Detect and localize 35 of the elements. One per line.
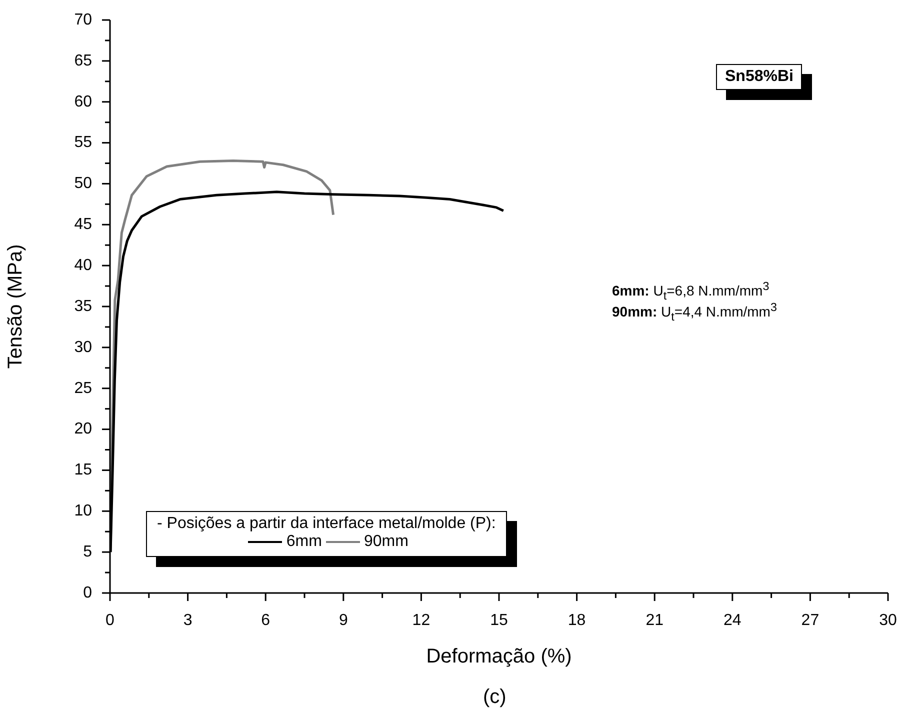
legend-label: 90mm: [364, 533, 408, 550]
y-axis-title: Tensão (MPa): [4, 244, 27, 369]
y-tick-label: 70: [74, 11, 92, 28]
y-tick-label: 5: [83, 543, 92, 560]
x-tick-label: 21: [646, 612, 664, 630]
y-tick-label: 45: [74, 216, 92, 234]
y-tick-label: 30: [74, 338, 92, 356]
y-tick-label: 40: [74, 256, 92, 274]
y-tick-label: 35: [74, 298, 92, 315]
x-axis-title: Deformação (%): [426, 646, 572, 668]
y-tick-label: 0: [83, 584, 92, 602]
legend-title: - Posições a partir da interface metal/molde (P):: [157, 515, 496, 533]
x-tick-label: 30: [879, 612, 897, 630]
legend-label: 6mm: [286, 533, 322, 550]
x-tick-label: 9: [338, 612, 348, 630]
text: (c): [483, 686, 506, 709]
y-tick-label: 65: [74, 52, 92, 70]
y-tick-label: 50: [74, 175, 92, 192]
annotation: 6mm: U$_{t}$=6,8 N.mm/mm$^{3}$: [612, 280, 770, 302]
x-tick-label: 12: [412, 612, 430, 630]
y-tick-label: 55: [74, 134, 92, 152]
y-tick-label: 15: [74, 462, 92, 479]
x-tick-label: 0: [106, 612, 115, 630]
x-tick-label: 6: [261, 612, 270, 630]
x-tick-label: 24: [724, 612, 742, 630]
annotation: Sn58%Bi: [716, 64, 802, 90]
y-tick-label: 60: [74, 93, 92, 110]
y-tick-label: 25: [74, 380, 92, 397]
y-tick-label: 20: [74, 420, 92, 438]
x-tick-label: 15: [490, 612, 508, 630]
x-tick-label: 3: [183, 612, 192, 630]
annotation: 90mm: U$_{t}$=4,4 N.mm/mm$^{3}$: [612, 301, 777, 324]
x-tick-label: 27: [801, 612, 820, 630]
x-tick-label: 18: [568, 612, 586, 630]
y-tick-label: 10: [74, 502, 92, 520]
